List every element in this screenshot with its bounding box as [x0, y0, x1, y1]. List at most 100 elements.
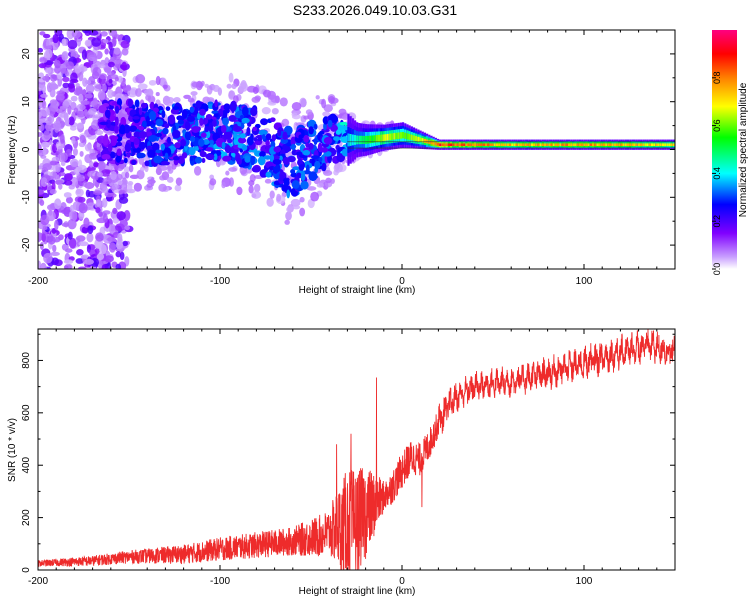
spectrogram-cell — [175, 177, 183, 186]
spectrogram-cell — [404, 132, 407, 139]
spectrogram-cell — [233, 123, 239, 131]
spectrogram-cell — [68, 237, 77, 249]
spectrogram-cell — [373, 135, 376, 143]
spectrogram-cell — [199, 117, 204, 126]
snr-plot-area — [38, 329, 675, 570]
spectrogram-cell — [251, 96, 261, 103]
spectrogram-cell — [543, 143, 547, 147]
colorbar: 0.0 0.2 0.4 0.6 0.8 Normalized spectral ampl… — [712, 30, 749, 275]
spectrogram-cell — [406, 133, 409, 140]
spectrogram-cell — [256, 137, 263, 142]
spectrogram-cell — [143, 88, 154, 96]
spectrogram-cell — [581, 143, 584, 147]
spectrogram-cell — [589, 143, 593, 147]
spectrogram-cell — [265, 133, 272, 141]
spectrogram-cell — [97, 64, 106, 69]
spectrogram-cell — [432, 141, 435, 145]
spectrogram-cell — [602, 143, 606, 147]
spectrogram-cell — [44, 67, 52, 74]
spectrogram-cell — [66, 174, 73, 180]
spectrogram-cell — [205, 114, 213, 120]
spectrogram-cell — [39, 262, 47, 269]
spectrogram-cell — [104, 67, 112, 74]
spectrogram-cell — [212, 119, 217, 127]
spectrogram-cell — [530, 143, 534, 147]
spectrogram-cell — [291, 112, 298, 117]
spectrogram-cell — [54, 30, 63, 37]
spectrogram-cell — [339, 121, 348, 126]
spectrogram-cell — [41, 233, 46, 243]
spectrogram-cell — [273, 146, 281, 153]
spectrogram-cell — [102, 39, 109, 44]
spectrogram-cell — [122, 240, 128, 247]
spectrogram-cell — [375, 135, 378, 143]
spectrogram-cell — [519, 143, 523, 147]
spectrogram-cell — [138, 131, 147, 139]
spectrogram-cell — [323, 104, 333, 113]
spectrogram-cell — [114, 116, 119, 127]
spectrogram-cell — [45, 45, 53, 51]
spectrogram-cell — [74, 65, 82, 74]
spectrogram-cell — [45, 48, 53, 59]
spectrogram-cell — [302, 149, 311, 156]
spectrogram-cell — [81, 226, 88, 234]
spectrogram-cell — [38, 84, 44, 92]
spectrogram-cell — [653, 143, 656, 147]
spectrogram-cell — [513, 143, 516, 147]
spectrogram-cell — [65, 196, 73, 204]
spectrogram-cell — [611, 143, 614, 147]
spectrogram-cell — [59, 113, 69, 118]
colorbar-ticks: 0.0 0.2 0.4 0.6 0.8 — [712, 72, 722, 275]
spectrogram-cell — [115, 241, 124, 250]
spectrogram-cell — [303, 135, 310, 143]
spectrogram-cell — [133, 137, 140, 146]
x-tick-label: 0 — [399, 576, 405, 587]
spectrogram-cell — [71, 137, 76, 145]
spectrogram-cell — [54, 198, 62, 210]
colorbar-tick-label: 0.8 — [712, 72, 722, 85]
y-tick-label: 0 — [21, 146, 32, 152]
spectrogram-cell — [84, 79, 92, 85]
spectrogram-cell — [391, 133, 394, 140]
spectrogram-cell — [104, 109, 111, 119]
spectrogram-cell — [576, 143, 579, 147]
spectrogram-cell — [38, 47, 43, 53]
spectrogram-cell — [642, 143, 645, 147]
spectrogram-cell — [241, 144, 248, 151]
spectrogram-cell — [393, 133, 396, 140]
spectrogram-cell — [657, 143, 660, 147]
spectrogram-cell — [84, 258, 94, 265]
spectrogram-cell — [299, 196, 305, 203]
spectrogram-cell — [163, 123, 170, 129]
spectrogram-cell — [52, 244, 57, 253]
spectrogram-cell — [228, 115, 237, 122]
spectrogram-cell — [121, 179, 129, 186]
spectrogram-cell — [251, 166, 261, 173]
spectrogram-cell — [356, 135, 359, 145]
spectrogram-cell — [140, 166, 145, 172]
spectrogram-cell — [78, 141, 86, 148]
spectrogram-cell — [270, 141, 276, 148]
spectrogram-cell — [165, 106, 171, 111]
y-tick-label: 10 — [21, 96, 32, 108]
spectrogram-coherent-band — [347, 114, 675, 166]
spectrogram-cell — [313, 137, 318, 145]
spectrogram-cell — [252, 86, 259, 94]
spectrogram-cell — [596, 143, 599, 147]
spectrogram-cell — [128, 125, 138, 132]
spectrogram-cell — [333, 163, 343, 173]
spectrogram-cell — [39, 57, 48, 64]
spectrogram-cell — [99, 121, 109, 126]
spectrogram-cell — [108, 78, 113, 84]
spectrogram-cell — [78, 93, 84, 103]
spectrogram-cell — [484, 143, 488, 147]
spectrogram-cell — [487, 143, 490, 147]
spectrogram-cell — [367, 135, 370, 144]
spectrogram-cell — [616, 143, 619, 147]
spectrogram-cell — [128, 164, 134, 173]
spectrogram-cell — [306, 186, 317, 191]
spectrogram-cell — [101, 197, 108, 208]
spectrogram-cell — [40, 141, 50, 148]
spectrogram-cell — [116, 148, 122, 156]
spectrogram-cell — [131, 159, 137, 165]
